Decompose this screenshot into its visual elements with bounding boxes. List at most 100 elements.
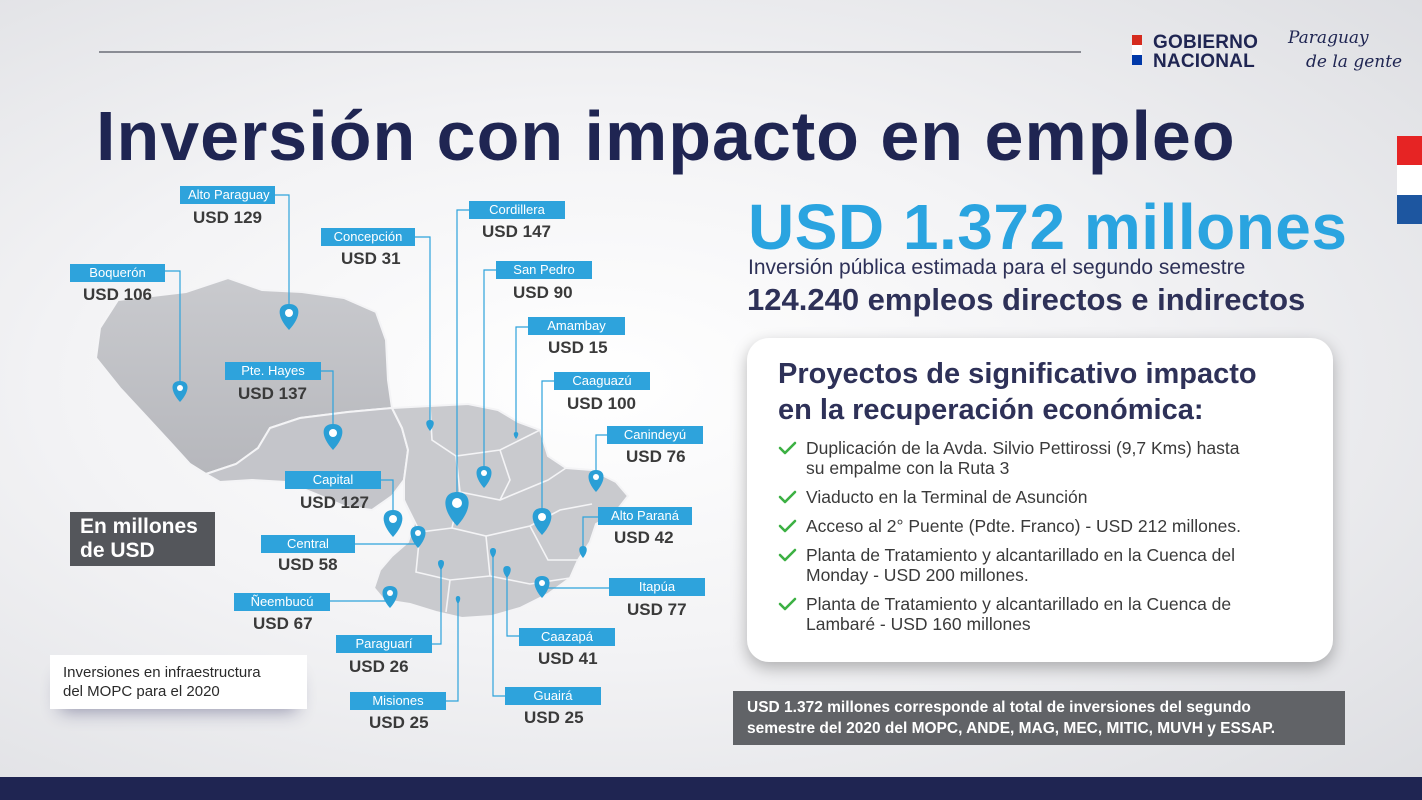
top-divider [99,51,1081,53]
pin-guaira-icon [490,548,496,558]
check-icon [778,597,797,611]
region-tag-canindeyu: Canindeyú [607,426,703,444]
gobierno-nacional-logo: GOBIERNO NACIONAL [1132,33,1272,73]
pin-amambay-icon [513,432,519,439]
list-item: Planta de Tratamiento y alcantarillado e… [778,545,1318,585]
flag-tab [1397,136,1422,224]
pin-neembucu-icon [382,586,398,608]
list-item: Acceso al 2° Puente (Pdte. Franco) - USD… [778,516,1318,536]
region-value-caazapa: USD 41 [538,649,598,668]
check-icon [778,441,797,455]
unit-line1: En millones [80,515,198,538]
slogan-line2: de la gente [1306,52,1403,72]
pin-boqueron-icon [172,381,188,402]
project-line1: Viaducto en la Terminal de Asunción [806,487,1088,507]
region-value-capital: USD 127 [300,493,369,512]
region-tag-alto-parana: Alto Paraná [598,507,692,525]
region-value-itapua: USD 77 [627,600,687,619]
pin-caaguazu-icon [532,508,552,535]
region-tag-itapua: Itapúa [609,578,705,596]
region-tag-cordillera: Cordillera [469,201,565,219]
paraguay-map: Alto Paraguay USD 129 Concepción USD 31 … [0,180,720,740]
footnote-box: USD 1.372 millones corresponde al total … [733,691,1345,745]
pin-paraguari-icon [438,560,444,570]
region-tag-neembucu: Ñeembucú [234,593,330,611]
jobs-count: 124.240 empleos directos e indirectos [747,282,1306,317]
projects-title-line2: en la recuperación económica: [778,394,1204,426]
region-tag-concepcion: Concepción [321,228,415,246]
check-icon [778,490,797,504]
pin-canindeyu-icon [588,470,604,492]
pin-pte-hayes-icon [323,424,343,450]
region-tag-central: Central [261,535,355,553]
caption-line2: del MOPC para el 2020 [63,683,220,700]
region-tag-misiones: Misiones [350,692,446,710]
flag-bars-icon [1132,35,1142,65]
check-icon [778,548,797,562]
region-value-alto-parana: USD 42 [614,528,674,547]
region-tag-guaira: Guairá [505,687,601,705]
map-pins [172,304,604,608]
pin-cordillera-icon [445,492,469,526]
projects-card: Proyectos de significativo impacto en la… [747,338,1333,662]
region-value-caaguazu: USD 100 [567,394,636,413]
unit-line2: de USD [80,539,155,562]
list-item: Viaducto en la Terminal de Asunción [778,487,1318,507]
gov-logo-text: GOBIERNO NACIONAL [1153,32,1259,72]
pin-concepcion-icon [426,420,434,431]
project-line1: Planta de Tratamiento y alcantarillado e… [806,545,1236,565]
region-value-pte-hayes: USD 137 [238,384,307,403]
investment-description: Inversión pública estimada para el segun… [748,256,1246,279]
projects-card-title: Proyectos de significativo impacto en la… [778,356,1257,428]
leader-lines [165,194,609,702]
region-tag-amambay: Amambay [528,317,625,335]
region-tag-boqueron: Boquerón [70,264,165,282]
project-list: Duplicación de la Avda. Silvio Pettiross… [778,438,1318,643]
region-value-guaira: USD 25 [524,708,584,727]
region-tag-pte-hayes: Pte. Hayes [225,362,321,380]
region-value-amambay: USD 15 [548,338,608,357]
region-value-misiones: USD 25 [369,713,429,732]
pin-san-pedro-icon [476,466,492,488]
region-value-cordillera: USD 147 [482,222,551,241]
pin-capital-icon [383,510,403,537]
total-investment-amount: USD 1.372 millones [748,191,1348,263]
project-line2: Lambaré - USD 160 millones [806,614,1031,634]
page-title: Inversión con impacto en empleo [96,97,1236,175]
pin-misiones-icon [455,596,461,604]
map-oriental-region [372,402,630,620]
region-tag-caazapa: Caazapá [519,628,615,646]
check-icon [778,519,797,533]
slogan-line1: Paraguay [1288,28,1369,48]
project-line2: su empalme con la Ruta 3 [806,458,1010,478]
map-caption-box: Inversiones en infraestructura del MOPC … [50,655,307,709]
pin-itapua-icon [534,576,550,598]
footnote-line1: USD 1.372 millones corresponde al total … [747,699,1251,716]
project-line1: Planta de Tratamiento y alcantarillado e… [806,594,1232,614]
region-value-boqueron: USD 106 [83,285,152,304]
region-value-paraguari: USD 26 [349,657,409,676]
bottom-band [0,777,1422,800]
footnote-line2: semestre del 2020 del MOPC, ANDE, MAG, M… [747,720,1275,737]
pin-central-icon [410,526,426,548]
region-value-san-pedro: USD 90 [513,283,573,302]
region-value-alto-paraguay: USD 129 [193,208,262,227]
pin-alto-paraguay-icon [279,304,299,330]
region-tag-caaguazu: Caaguazú [554,372,650,390]
project-line1: Acceso al 2° Puente (Pdte. Franco) - USD… [806,516,1241,536]
projects-title-line1: Proyectos de significativo impacto [778,358,1257,390]
region-value-concepcion: USD 31 [341,249,401,268]
region-value-central: USD 58 [278,555,338,574]
project-line1: Duplicación de la Avda. Silvio Pettiross… [806,438,1240,458]
region-tag-san-pedro: San Pedro [496,261,592,279]
region-tag-paraguari: Paraguarí [336,635,432,653]
pin-caazapa-icon [503,566,511,578]
paraguay-de-la-gente-logo: Paraguay de la gente [1282,26,1404,82]
region-value-neembucu: USD 67 [253,614,313,633]
caption-line1: Inversiones en infraestructura [63,664,261,681]
project-line2: Monday - USD 200 millones. [806,565,1029,585]
list-item: Duplicación de la Avda. Silvio Pettiross… [778,438,1318,478]
unit-label-box: En millones de USD [70,512,215,566]
region-tag-capital: Capital [285,471,381,489]
region-value-canindeyu: USD 76 [626,447,686,466]
